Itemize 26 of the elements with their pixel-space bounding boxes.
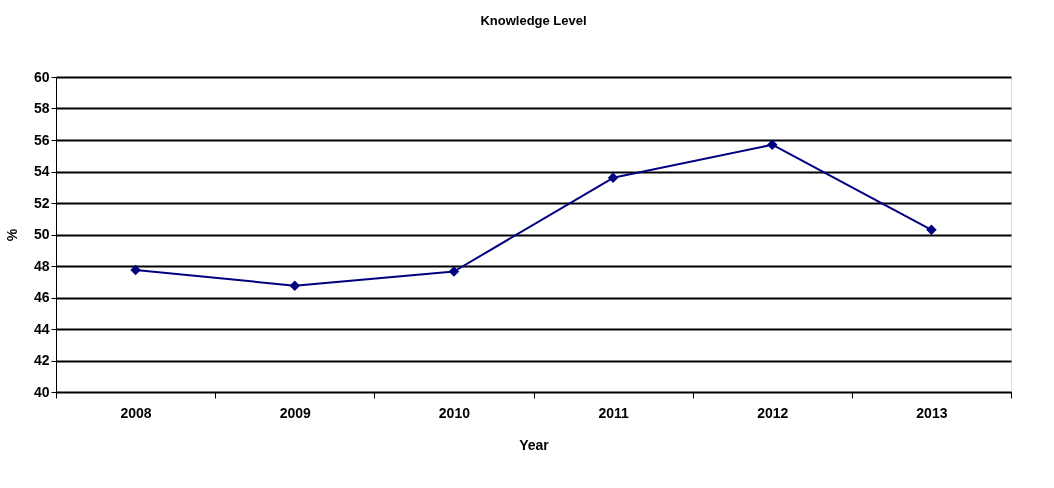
y-tick-label: 46 bbox=[33, 289, 50, 305]
y-tick-label: 44 bbox=[33, 320, 50, 337]
chart-title: Knowledge Level bbox=[480, 13, 587, 28]
y-tick-label: 60 bbox=[33, 68, 50, 85]
x-tick-label: 2008 bbox=[120, 404, 152, 421]
x-axis-title: Year bbox=[519, 436, 550, 453]
y-tick-label: 54 bbox=[33, 163, 50, 179]
x-tick-label: 2012 bbox=[757, 404, 789, 421]
x-tick-label: 2011 bbox=[598, 404, 629, 421]
y-tick-label: 40 bbox=[33, 383, 50, 400]
point bbox=[767, 139, 778, 150]
point bbox=[926, 224, 937, 236]
y-tick-label: 42 bbox=[33, 352, 50, 368]
y-tick-label: 50 bbox=[33, 226, 50, 242]
point bbox=[607, 172, 619, 184]
point bbox=[289, 280, 300, 291]
point bbox=[130, 264, 141, 276]
x-tick-label: 2013 bbox=[916, 404, 948, 421]
y-tick-label: 58 bbox=[33, 100, 50, 116]
y-tick-label: 52 bbox=[33, 194, 50, 211]
x-tick-label: 2009 bbox=[279, 404, 312, 421]
point bbox=[448, 266, 460, 277]
y-tick-label: 56 bbox=[33, 131, 50, 148]
x-tick-label: 2010 bbox=[438, 404, 471, 421]
y-tick-label: 48 bbox=[33, 257, 50, 274]
y-axis-title: % bbox=[3, 228, 20, 242]
